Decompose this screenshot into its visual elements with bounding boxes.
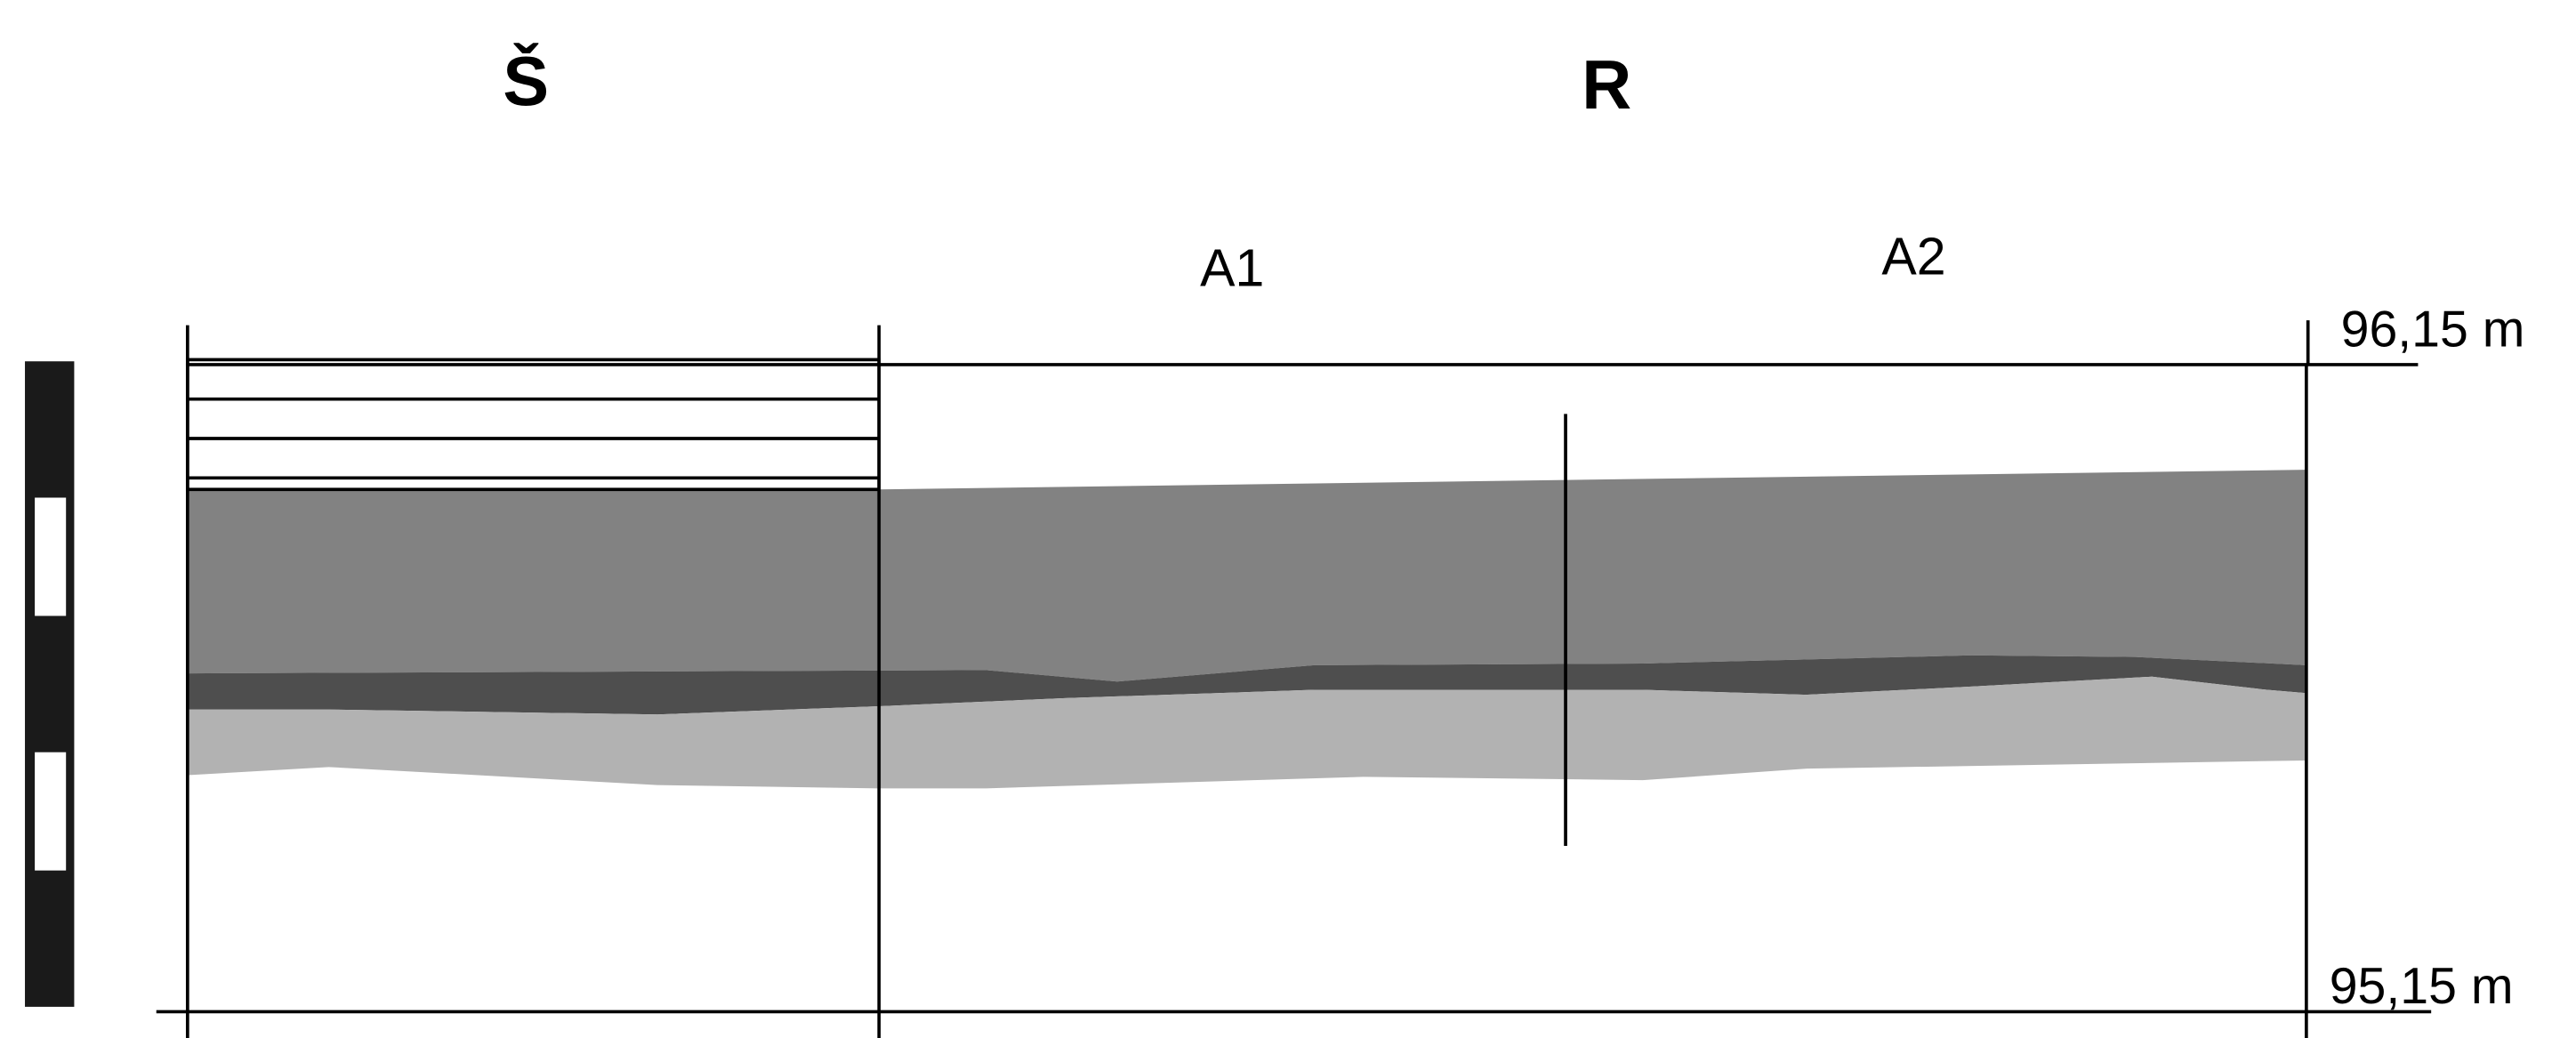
elevation-label: 96,15 m [2341,302,2525,358]
layer-light [187,676,2306,789]
subheader-label: A1 [1200,238,1264,297]
layer-upper [187,470,2306,682]
layer-dark [187,655,2306,715]
subheader-label: A2 [1881,227,1945,286]
elevation-label: 95,15 m [2330,958,2514,1015]
scale-bar [25,361,75,1007]
header-label: Š [503,43,549,120]
scale-bar-segment [35,752,67,871]
scale-bar-segment [35,497,67,616]
header-label: R [1582,47,1631,124]
